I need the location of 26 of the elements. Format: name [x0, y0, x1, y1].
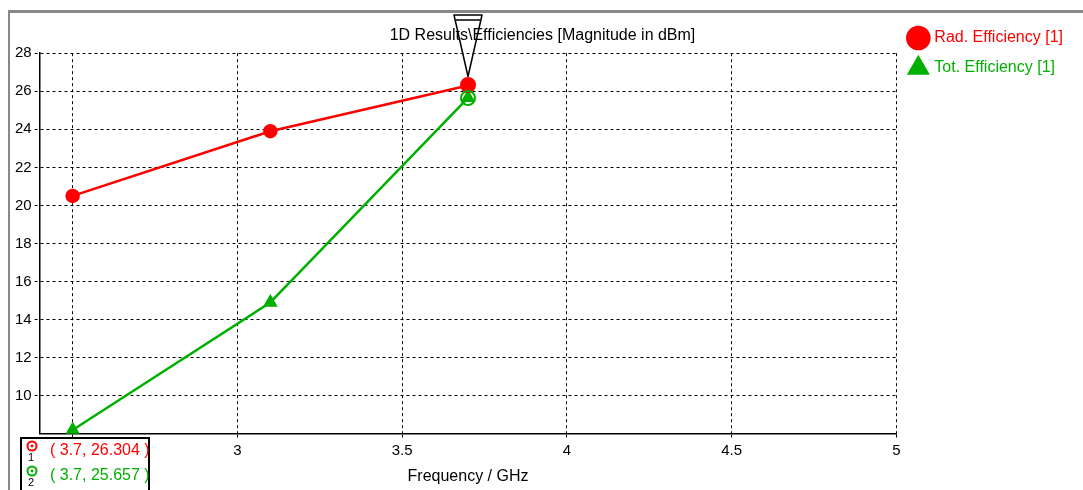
text: ( 3.7, 26.304 ) [50, 441, 150, 459]
y-tick-label: 28 [15, 43, 32, 61]
y-tick-label: 18 [15, 233, 32, 251]
x-tick-label: 3 [233, 440, 242, 458]
legend-label: Rad. Efficiency [1] [934, 28, 1063, 46]
y-tick-label: 26 [15, 81, 32, 99]
y-tick-label: 20 [15, 195, 32, 213]
y-tick-label: 22 [15, 157, 32, 175]
y-tick-label: 16 [15, 271, 32, 289]
y-tick-label: 24 [15, 119, 32, 137]
x-axis-title: Frequency / GHz [407, 466, 529, 484]
y-tick-label: 12 [15, 347, 32, 365]
text: 1 [28, 451, 35, 463]
legend-label: Tot. Efficiency [1] [934, 58, 1055, 76]
x-tick-label: 3.5 [391, 440, 413, 458]
point [65, 188, 80, 204]
x-tick-label: 4.5 [721, 440, 743, 458]
x-tick-label: 4 [562, 440, 572, 458]
text: ( 3.7, 25.657 ) [50, 466, 150, 484]
point [66, 422, 80, 434]
point [263, 123, 278, 139]
text: 2 [28, 476, 35, 488]
y-tick-label: 10 [15, 385, 32, 403]
y-tick-label: 14 [15, 309, 32, 327]
point [263, 295, 277, 307]
x-tick-label: 5 [892, 440, 901, 458]
